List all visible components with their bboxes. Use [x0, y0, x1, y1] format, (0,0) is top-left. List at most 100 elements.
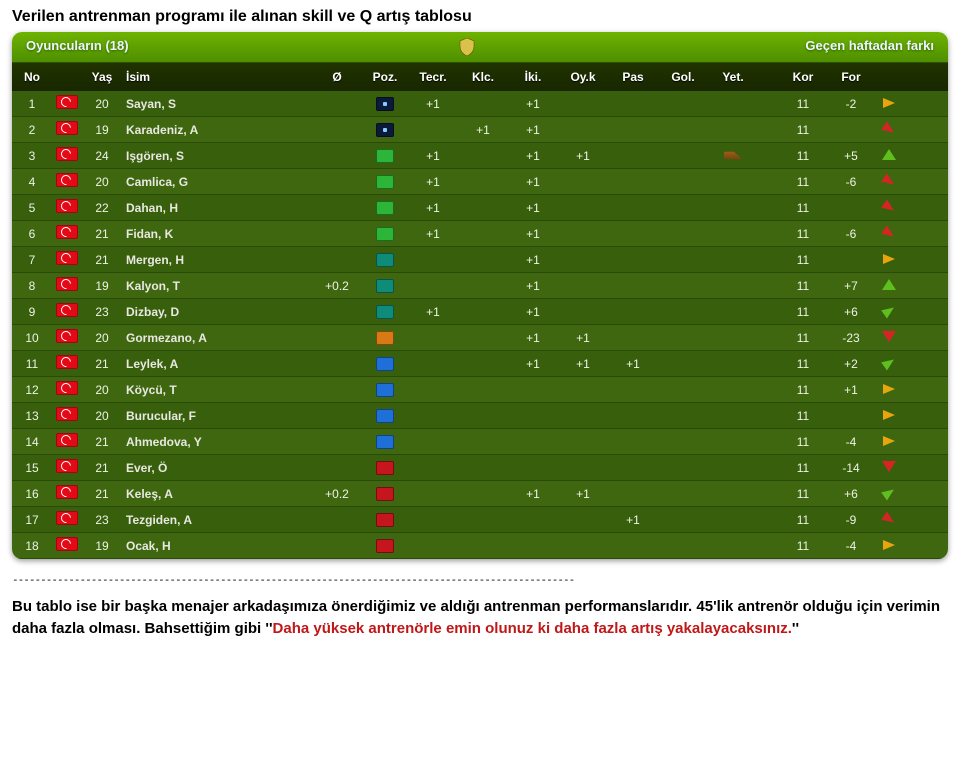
col-gap: [758, 70, 778, 84]
cell-no: 17: [12, 513, 52, 527]
table-row[interactable]: 522Dahan, H+1+111: [12, 195, 948, 221]
cell-age: 20: [82, 409, 122, 423]
cell-trend: [874, 227, 904, 241]
cell-kor: 11: [778, 461, 828, 475]
cell-for: -6: [828, 175, 874, 189]
cell-age: 20: [82, 383, 122, 397]
col-pas[interactable]: Pas: [608, 70, 658, 84]
position-icon: [376, 97, 394, 111]
cell-name[interactable]: Burucular, F: [122, 409, 312, 423]
cell-name[interactable]: Camlica, G: [122, 175, 312, 189]
cell-name[interactable]: Tezgiden, A: [122, 513, 312, 527]
cell-no: 11: [12, 357, 52, 371]
flag-icon: [56, 537, 78, 551]
col-kor[interactable]: Kor: [778, 70, 828, 84]
cell-trend: [874, 487, 904, 501]
cell-iki: +1: [508, 97, 558, 111]
cell-iki: +1: [508, 253, 558, 267]
cell-for: -4: [828, 435, 874, 449]
table-row[interactable]: 1121Leylek, A+1+1+111+2: [12, 351, 948, 377]
cell-no: 14: [12, 435, 52, 449]
cell-kor: 11: [778, 539, 828, 553]
col-gol[interactable]: Gol.: [658, 70, 708, 84]
cell-name[interactable]: Gormezano, A: [122, 331, 312, 345]
cell-poz: [362, 356, 408, 371]
cell-name[interactable]: Keleş, A: [122, 487, 312, 501]
cell-name[interactable]: Dizbay, D: [122, 305, 312, 319]
cell-no: 4: [12, 175, 52, 189]
table-row[interactable]: 1521Ever, Ö11-14: [12, 455, 948, 481]
col-poz[interactable]: Poz.: [362, 70, 408, 84]
position-icon: [376, 513, 394, 527]
boot-icon: [724, 147, 742, 159]
cell-age: 19: [82, 123, 122, 137]
cell-poz: [362, 122, 408, 137]
cell-name[interactable]: Ocak, H: [122, 539, 312, 553]
cell-name[interactable]: Sayan, S: [122, 97, 312, 111]
table-row[interactable]: 923Dizbay, D+1+111+6: [12, 299, 948, 325]
trend-icon: [883, 410, 895, 420]
cell-kor: 11: [778, 175, 828, 189]
cell-name[interactable]: Mergen, H: [122, 253, 312, 267]
cell-name[interactable]: Dahan, H: [122, 201, 312, 215]
col-tecr[interactable]: Tecr.: [408, 70, 458, 84]
col-age[interactable]: Yaş: [82, 70, 122, 84]
cell-age: 20: [82, 175, 122, 189]
table-row[interactable]: 721Mergen, H+111: [12, 247, 948, 273]
table-row[interactable]: 819Kalyon, T+0.2+111+7: [12, 273, 948, 299]
cell-name[interactable]: Işgören, S: [122, 149, 312, 163]
paragraph: Bu tablo ise bir başka menajer arkadaşım…: [0, 592, 960, 644]
cell-name[interactable]: Ever, Ö: [122, 461, 312, 475]
cell-kor: 11: [778, 383, 828, 397]
panel-header: Oyuncuların (18) Geçen haftadan farkı: [12, 32, 948, 63]
cell-tecr: +1: [408, 97, 458, 111]
table-row[interactable]: 120Sayan, S+1+111-2: [12, 91, 948, 117]
table-row[interactable]: 324Işgören, S+1+1+111+5: [12, 143, 948, 169]
cell-name[interactable]: Kalyon, T: [122, 279, 312, 293]
col-no[interactable]: No: [12, 70, 52, 84]
cell-tecr: +1: [408, 175, 458, 189]
col-yet[interactable]: Yet.: [708, 70, 758, 84]
col-klc[interactable]: Klc.: [458, 70, 508, 84]
table-row[interactable]: 1819Ocak, H11-4: [12, 533, 948, 559]
table-row[interactable]: 1320Burucular, F11: [12, 403, 948, 429]
cell-name[interactable]: Fidan, K: [122, 227, 312, 241]
flag-icon: [56, 121, 78, 135]
cell-no: 9: [12, 305, 52, 319]
cell-age: 22: [82, 201, 122, 215]
col-oyk[interactable]: Oy.k: [558, 70, 608, 84]
table-row[interactable]: 621Fidan, K+1+111-6: [12, 221, 948, 247]
flag-icon: [56, 511, 78, 525]
trend-icon: [881, 173, 897, 188]
cell-name[interactable]: Ahmedova, Y: [122, 435, 312, 449]
cell-age: 24: [82, 149, 122, 163]
table-row[interactable]: 420Camlica, G+1+111-6: [12, 169, 948, 195]
cell-name[interactable]: Leylek, A: [122, 357, 312, 371]
table-row[interactable]: 1020Gormezano, A+1+111-23: [12, 325, 948, 351]
cell-name[interactable]: Karadeniz, A: [122, 123, 312, 137]
table-row[interactable]: 1421Ahmedova, Y11-4: [12, 429, 948, 455]
cell-name[interactable]: Köycü, T: [122, 383, 312, 397]
trend-icon: [883, 254, 895, 264]
cell-for: -6: [828, 227, 874, 241]
cell-kor: 11: [778, 253, 828, 267]
cell-iki: +1: [508, 487, 558, 501]
cell-poz: [362, 304, 408, 319]
table-row[interactable]: 219Karadeniz, A+1+111: [12, 117, 948, 143]
table-row[interactable]: 1220Köycü, T11+1: [12, 377, 948, 403]
cell-kor: 11: [778, 227, 828, 241]
table-row[interactable]: 1723Tezgiden, A+111-9: [12, 507, 948, 533]
table-row[interactable]: 1621Keleş, A+0.2+1+111+6: [12, 481, 948, 507]
cell-age: 20: [82, 331, 122, 345]
col-name[interactable]: İsim: [122, 70, 312, 84]
cell-poz: [362, 96, 408, 111]
cell-iki: +1: [508, 357, 558, 371]
col-for[interactable]: For: [828, 70, 874, 84]
cell-poz: [362, 278, 408, 293]
cell-flag: [52, 537, 82, 554]
col-o[interactable]: Ø: [312, 70, 362, 84]
col-iki[interactable]: İki.: [508, 70, 558, 84]
cell-iki: +1: [508, 149, 558, 163]
cell-poz: [362, 226, 408, 241]
cell-poz: [362, 382, 408, 397]
